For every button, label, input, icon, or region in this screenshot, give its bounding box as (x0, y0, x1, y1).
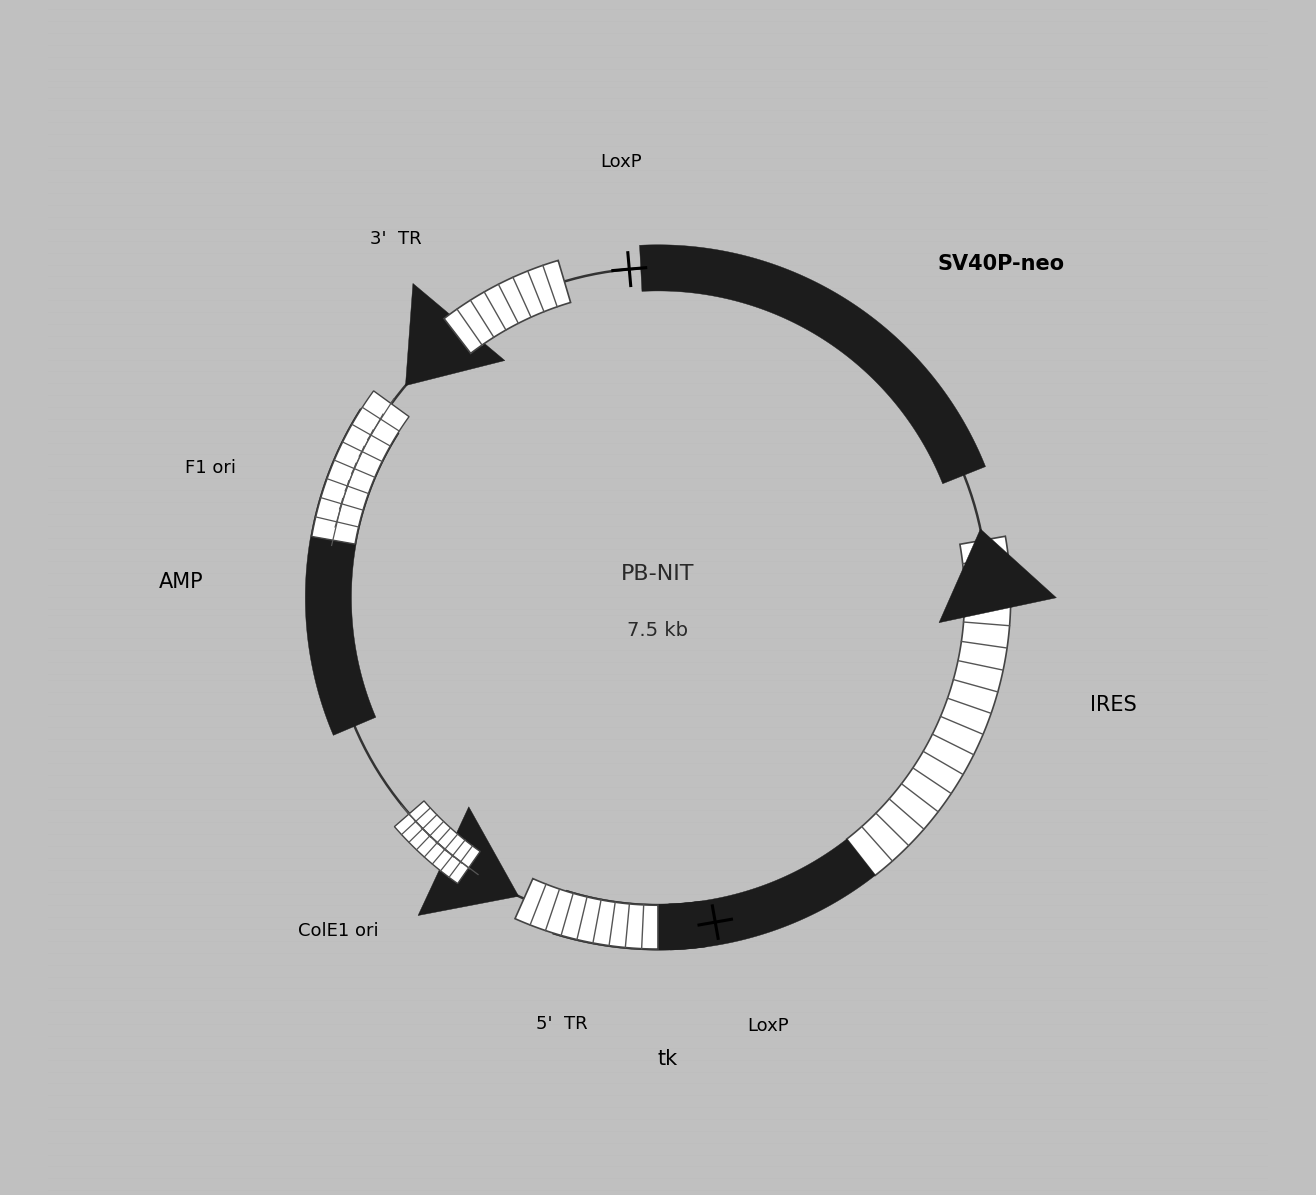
Text: SV40P-neo: SV40P-neo (938, 255, 1065, 274)
Text: 3'  TR: 3' TR (370, 229, 422, 247)
Polygon shape (640, 245, 986, 484)
Text: PB-NIT: PB-NIT (621, 564, 695, 584)
Polygon shape (515, 878, 658, 949)
Text: IRES: IRES (1090, 695, 1137, 715)
Polygon shape (846, 537, 1011, 876)
Polygon shape (395, 801, 480, 883)
Text: AMP: AMP (159, 571, 204, 592)
Text: 7.5 kb: 7.5 kb (628, 621, 688, 641)
Polygon shape (418, 807, 519, 915)
Polygon shape (443, 261, 571, 354)
Text: F1 ori: F1 ori (184, 459, 236, 477)
Text: ColE1 ori: ColE1 ori (297, 921, 378, 939)
Text: tk: tk (658, 1049, 678, 1070)
Polygon shape (312, 391, 409, 544)
Polygon shape (553, 839, 875, 950)
Polygon shape (669, 901, 707, 950)
Polygon shape (940, 529, 1057, 623)
Polygon shape (305, 409, 399, 735)
Text: 5'  TR: 5' TR (536, 1015, 587, 1032)
Text: LoxP: LoxP (600, 153, 641, 171)
Text: LoxP: LoxP (747, 1017, 788, 1035)
Polygon shape (405, 283, 505, 386)
